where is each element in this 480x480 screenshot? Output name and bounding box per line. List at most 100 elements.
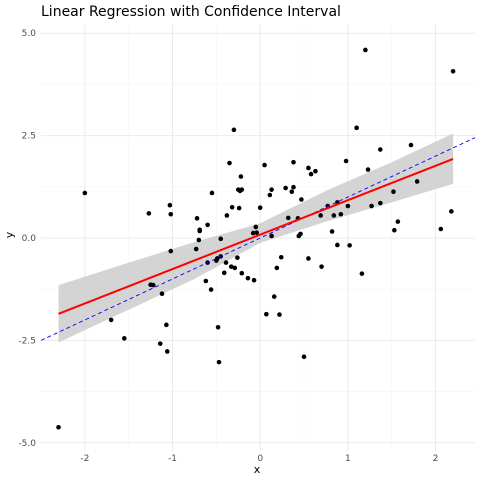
data-point — [254, 230, 259, 235]
data-point — [319, 264, 324, 269]
data-point — [343, 158, 349, 164]
x-tick-label: -1 — [168, 454, 177, 464]
data-point — [167, 202, 173, 208]
data-point — [308, 171, 314, 177]
data-point — [235, 255, 240, 260]
data-point — [227, 160, 232, 166]
data-point — [271, 294, 277, 299]
data-point — [274, 265, 280, 271]
data-point — [285, 215, 291, 221]
y-tick-label: -2.5 — [18, 336, 36, 346]
confidence-band — [58, 133, 454, 343]
x-tick-label: -2 — [80, 454, 89, 464]
y-tick-label: 2.5 — [22, 132, 36, 142]
regression-line — [58, 158, 454, 315]
data-point — [164, 349, 170, 354]
y-tick-label: 5.0 — [22, 29, 37, 39]
data-point — [335, 242, 340, 248]
data-point — [168, 248, 174, 254]
x-axis-label: x — [254, 463, 261, 476]
data-point — [347, 243, 352, 248]
data-point — [121, 336, 127, 341]
data-point — [264, 311, 269, 317]
data-point — [150, 282, 156, 288]
data-point — [278, 254, 284, 260]
data-point — [267, 192, 273, 198]
data-point — [313, 168, 318, 174]
data-point — [354, 125, 359, 131]
data-point — [197, 227, 202, 233]
y-tick-label: 0.0 — [22, 234, 37, 244]
data-point — [224, 213, 230, 218]
data-point — [329, 229, 335, 234]
data-point — [291, 184, 296, 190]
data-point — [291, 159, 296, 165]
data-point — [193, 246, 199, 252]
data-point — [236, 205, 242, 211]
data-point — [239, 270, 245, 276]
reference-line — [40, 137, 476, 341]
data-point — [250, 230, 256, 236]
data-point — [208, 287, 214, 292]
data-point — [318, 213, 323, 218]
data-point — [209, 190, 215, 196]
data-point — [299, 197, 304, 202]
data-point — [228, 264, 234, 269]
data-point — [408, 142, 414, 148]
data-point — [215, 324, 221, 330]
data-point — [253, 224, 259, 230]
data-point — [363, 47, 368, 53]
data-point — [231, 127, 237, 133]
data-point — [214, 256, 220, 261]
x-tick-label: 1 — [345, 454, 351, 464]
data-point — [269, 187, 274, 192]
data-point — [221, 270, 227, 276]
data-point — [205, 222, 210, 228]
data-point — [438, 226, 444, 232]
data-point — [238, 174, 244, 179]
data-point — [289, 189, 295, 195]
data-point — [378, 147, 383, 152]
data-point — [164, 322, 169, 328]
data-point — [203, 278, 209, 284]
data-point — [331, 213, 337, 218]
data-point — [218, 236, 224, 242]
data-point — [301, 354, 307, 360]
data-point — [108, 317, 114, 323]
x-tick-label: 2 — [433, 454, 439, 464]
data-points — [56, 47, 456, 430]
data-point — [306, 165, 311, 171]
data-point — [369, 203, 374, 209]
y-axis-label: y — [3, 231, 16, 238]
data-point — [298, 231, 303, 237]
data-point — [395, 219, 401, 224]
data-point — [306, 256, 311, 261]
data-point — [449, 209, 454, 214]
data-point — [391, 189, 396, 195]
data-point — [262, 162, 267, 168]
data-point — [229, 204, 235, 210]
data-point — [450, 68, 456, 74]
data-point — [168, 211, 174, 217]
x-axis-ticks: -2 -1 0 1 2 — [80, 454, 438, 464]
data-point — [251, 277, 257, 283]
data-point — [223, 260, 229, 265]
data-point — [82, 190, 88, 196]
y-tick-label: -5.0 — [18, 439, 36, 449]
data-point — [345, 203, 351, 209]
data-point — [269, 233, 274, 239]
data-point — [196, 237, 202, 243]
data-point — [146, 211, 152, 216]
y-axis-ticks: -5.0 -2.5 0.0 2.5 5.0 — [18, 29, 36, 449]
chart-title: Linear Regression with Confidence Interv… — [41, 4, 341, 20]
x-tick-label: 0 — [257, 454, 263, 464]
data-point — [159, 291, 165, 297]
data-point — [157, 341, 163, 346]
data-point — [194, 216, 200, 221]
data-point — [283, 185, 288, 191]
data-point — [232, 265, 238, 271]
data-point — [338, 211, 344, 217]
data-point — [245, 275, 251, 281]
data-point — [414, 179, 420, 184]
